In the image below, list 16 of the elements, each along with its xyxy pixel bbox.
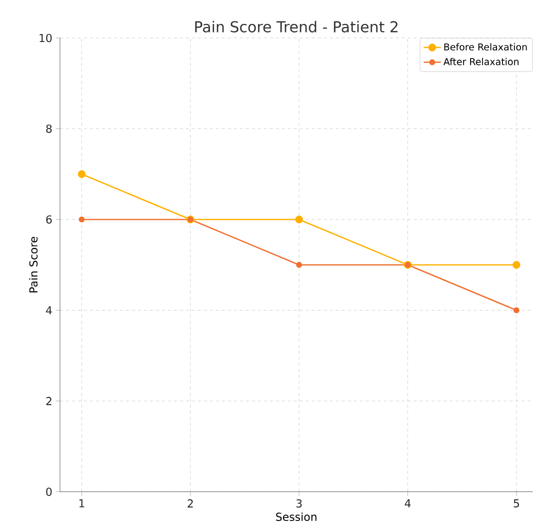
y-tick-label: 6: [46, 215, 52, 224]
y-tick-label: 4: [46, 306, 52, 314]
x-tick-label: 4: [404, 499, 411, 508]
x-tick-label: 1: [79, 499, 84, 508]
y-tick-label: 10: [40, 34, 52, 42]
y-tick-label: 2: [46, 397, 52, 406]
x-axis-title: Session: [276, 512, 316, 522]
x-tick-label: 3: [296, 499, 302, 508]
y-axis-title: Pain Score: [29, 236, 38, 292]
legend-label: After Relaxation: [443, 58, 519, 66]
y-tick-label: 8: [46, 124, 52, 134]
legend-label: Before Relaxation: [444, 43, 527, 51]
x-tick-label: 2: [188, 499, 193, 508]
y-tick-label: 0: [46, 488, 52, 496]
x-tick-label: 5: [514, 499, 519, 508]
chart-title: Pain Score Trend - Patient 2: [195, 20, 398, 33]
